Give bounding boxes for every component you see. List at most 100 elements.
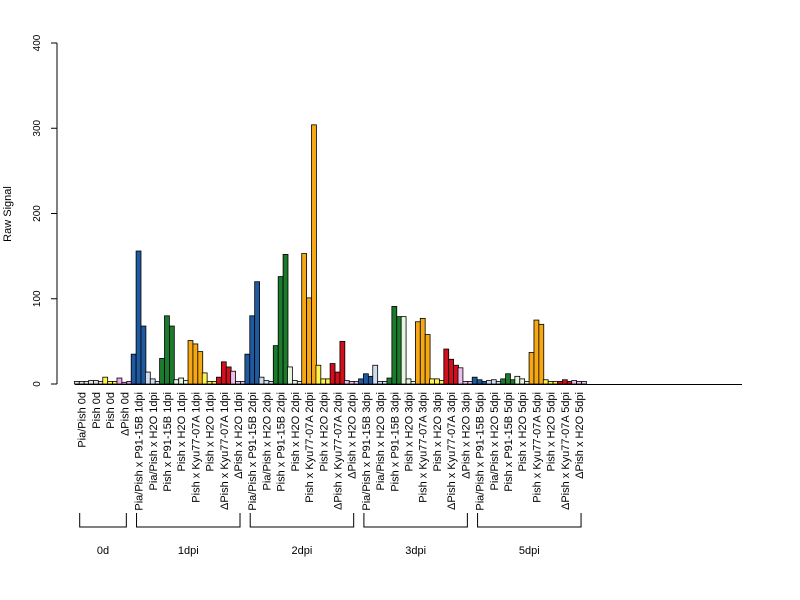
bar	[187, 340, 194, 385]
x-tick-label: Pia/Pish x P91-15B 1dpi	[134, 392, 146, 511]
bar	[486, 380, 492, 385]
bar	[116, 377, 123, 385]
bar	[88, 380, 94, 385]
bar	[311, 124, 317, 385]
bar	[505, 373, 511, 385]
bar	[159, 358, 165, 385]
x-tick-label: Pia/Pish x H2O 3dpi	[375, 392, 387, 490]
group-bracket-label: 2dpi	[292, 545, 313, 557]
bar	[561, 379, 568, 385]
group-bracket	[477, 513, 582, 528]
bar	[533, 319, 540, 385]
y-tick-label: 100	[32, 290, 43, 307]
bar	[400, 316, 407, 385]
bar	[363, 373, 369, 385]
x-tick-label: Pia/Pish x P91-15B 2dpi	[247, 392, 259, 511]
bar	[434, 378, 440, 385]
y-tick-label: 300	[32, 119, 43, 136]
y-axis: 0 100 200 300 400	[32, 34, 58, 387]
x-tick-labels: Pia/Pish 0d Pish 0d Pish 0d ΔPish 0d Pia/Pis…	[77, 392, 586, 511]
bar	[169, 325, 175, 385]
bar	[343, 380, 350, 385]
x-tick-label: Pish x P91-15B 2dpi	[276, 392, 288, 492]
group-bracket	[363, 513, 468, 528]
bar	[329, 363, 336, 385]
bar	[514, 375, 521, 385]
x-tick-label: Pish x H2O 3dpi	[404, 392, 416, 471]
bar	[448, 358, 455, 385]
y-tick-label: 200	[32, 205, 43, 222]
bar	[419, 317, 426, 385]
bar	[164, 315, 170, 385]
x-tick-label: ΔPish x H2O 2dpi	[347, 392, 359, 479]
bar	[372, 364, 379, 385]
bar	[542, 379, 549, 385]
bar	[334, 371, 341, 385]
group-bracket-label: 1dpi	[178, 545, 199, 557]
bar	[135, 250, 142, 385]
bar	[235, 381, 241, 385]
x-tick-label: Pish x Kyu77-07A 1dpi	[190, 392, 202, 503]
bar	[457, 367, 464, 385]
x-tick-label: ΔPish x H2O 1dpi	[233, 392, 245, 479]
bar	[462, 381, 469, 385]
x-tick-label: Pish x Kyu77-07A 2dpi	[304, 392, 316, 503]
x-tick-label: Pia/Pish x P91-15B 5dpi	[475, 392, 487, 511]
bar	[282, 254, 289, 385]
bar	[424, 334, 431, 385]
bar	[443, 348, 450, 385]
bar	[230, 370, 236, 385]
bar	[500, 378, 506, 385]
bar	[107, 381, 113, 385]
bar	[358, 378, 364, 385]
x-tick-label: Pish x H2O 5dpi	[517, 392, 529, 471]
bar	[571, 380, 578, 385]
bar	[315, 364, 322, 385]
group-bracket	[136, 513, 241, 528]
bar	[490, 379, 497, 385]
bar	[386, 377, 393, 385]
group-bracket-label: 5dpi	[519, 545, 540, 557]
bar	[201, 372, 208, 385]
bar	[263, 380, 270, 385]
bar	[557, 381, 563, 385]
bar	[291, 380, 298, 385]
bar	[576, 381, 582, 385]
bar	[519, 378, 526, 385]
x-tick-label: Pish x P91-15B 5dpi	[503, 392, 515, 492]
x-tick-label: Pish 0d	[91, 392, 103, 429]
bar	[476, 379, 483, 385]
bar	[277, 276, 284, 385]
bar	[220, 361, 227, 385]
group-bracket	[79, 513, 127, 528]
bar	[528, 352, 535, 385]
x-tick-label: ΔPish x H2O 3dpi	[460, 392, 472, 479]
group-brackets: 0d 1dpi 2dpi 3dpi 5dpi	[79, 513, 582, 557]
bar	[149, 378, 156, 385]
group-bracket-label: 3dpi	[405, 545, 426, 557]
y-tick-label: 0	[32, 381, 43, 387]
x-tick-label: Pish x P91-15B 1dpi	[162, 392, 174, 492]
bar	[391, 306, 398, 385]
bar	[102, 376, 109, 385]
bar	[547, 381, 554, 385]
x-tick-label: Pish 0d	[105, 392, 117, 429]
x-tick-label: Pia/Pish x P91-15B 3dpi	[361, 392, 373, 511]
x-tick-label: ΔPish x H2O 5dpi	[574, 392, 586, 479]
bar	[216, 376, 222, 385]
y-axis-title: Raw Signal	[2, 186, 14, 242]
x-tick-label: ΔPish x Kyu77-07A 2dpi	[332, 392, 344, 510]
bar	[306, 297, 312, 385]
bar	[121, 381, 128, 385]
group-bracket-label: 0d	[97, 545, 109, 557]
bar	[130, 353, 137, 385]
bar	[244, 353, 251, 385]
bar	[93, 380, 99, 385]
x-tick-label: Pish x Kyu77-07A 3dpi	[418, 392, 430, 503]
bar	[471, 376, 478, 385]
bar	[405, 378, 412, 385]
x-tick-label: ΔPish x Kyu77-07A 1dpi	[219, 392, 231, 510]
x-tick-label: Pish x H2O 3dpi	[432, 392, 444, 471]
